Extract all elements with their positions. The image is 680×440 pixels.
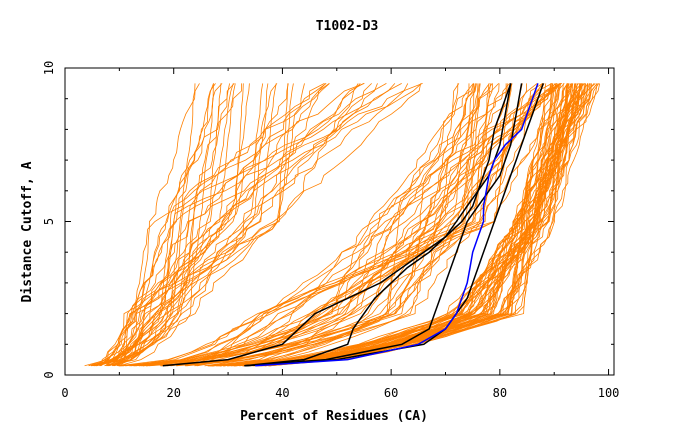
- model-curve: [100, 83, 200, 367]
- model-curve: [209, 83, 554, 367]
- model-curve: [235, 83, 561, 367]
- chart-title: T1002-D3: [316, 19, 379, 34]
- model-curve: [260, 83, 568, 367]
- highlight-series-1: [162, 83, 512, 367]
- model-curve: [88, 83, 289, 367]
- highlight-series-5: [255, 83, 539, 367]
- model-curve: [118, 83, 557, 367]
- model-curve: [109, 83, 214, 367]
- model-curve: [117, 83, 402, 366]
- model-curve: [112, 83, 327, 367]
- model-curve: [253, 83, 598, 367]
- model-curve: [120, 83, 250, 367]
- model-curve: [93, 83, 223, 367]
- x-tick-label: 80: [493, 386, 507, 400]
- model-curve: [106, 83, 294, 367]
- y-tick-label: 10: [42, 61, 56, 75]
- y-axis-label: Distance Cutoff, A: [20, 161, 35, 302]
- model-curve: [114, 83, 330, 367]
- x-tick-label: 40: [275, 386, 289, 400]
- model-curve: [94, 83, 326, 367]
- model-curve: [170, 83, 493, 367]
- model-curve: [105, 83, 216, 367]
- model-curve: [139, 83, 512, 367]
- model-curve: [258, 83, 585, 367]
- model-curve: [233, 83, 569, 367]
- model-curve: [106, 83, 264, 367]
- model-curve: [135, 83, 490, 367]
- model-curve: [142, 83, 538, 367]
- model-curve: [210, 83, 589, 367]
- x-tick-label: 60: [384, 386, 398, 400]
- model-curve: [138, 83, 553, 367]
- model-curve: [133, 83, 474, 367]
- model-curve: [231, 83, 578, 367]
- model-curve: [197, 83, 479, 367]
- model-curve: [146, 83, 510, 367]
- model-curve: [109, 83, 196, 367]
- x-axis-label: Percent of Residues (CA): [240, 409, 428, 424]
- model-curve: [117, 83, 396, 367]
- model-curve: [92, 83, 269, 367]
- model-curve: [166, 83, 474, 367]
- model-curve: [219, 83, 491, 367]
- model-curve: [145, 83, 527, 367]
- model-curve: [253, 83, 577, 367]
- model-curve: [94, 83, 365, 367]
- model-curve: [243, 83, 583, 367]
- model-curve: [122, 83, 481, 367]
- model-curve: [134, 83, 490, 367]
- model-curve: [100, 83, 244, 367]
- model-curve: [166, 83, 493, 367]
- model-curve: [140, 83, 562, 367]
- model-curve: [114, 83, 372, 367]
- model-curve: [131, 83, 545, 367]
- y-tick-label: 5: [42, 218, 56, 225]
- highlight-series-3: [244, 83, 523, 367]
- model-curve: [95, 83, 234, 367]
- model-curve: [125, 83, 561, 367]
- x-tick-label: 100: [598, 386, 620, 400]
- model-curve: [96, 83, 235, 367]
- x-tick-label: 20: [166, 386, 180, 400]
- y-tick-label: 0: [42, 371, 56, 378]
- model-curve: [204, 83, 460, 367]
- axis-ticks: 0 20 40 60 80 100 0 5 10: [42, 61, 619, 400]
- model-curve: [215, 83, 584, 367]
- model-curve: [118, 83, 561, 367]
- model-curve: [209, 83, 582, 367]
- model-curve: [211, 83, 586, 367]
- model-curve: [129, 83, 545, 367]
- model-curve: [119, 83, 289, 367]
- model-curve: [243, 83, 557, 367]
- model-curve: [207, 83, 480, 367]
- model-curve: [101, 83, 422, 366]
- model-curve: [234, 83, 592, 367]
- model-curve: [211, 83, 560, 367]
- model-curve: [104, 83, 222, 367]
- model-curve: [104, 83, 305, 367]
- model-curve: [113, 83, 378, 367]
- model-curve: [215, 83, 475, 367]
- model-curve: [95, 83, 230, 367]
- x-tick-label: 0: [61, 386, 68, 400]
- highlight-series-2: [244, 83, 512, 367]
- highlighted-models: [162, 83, 545, 367]
- model-curve: [100, 83, 359, 367]
- model-curves: [84, 83, 601, 367]
- model-curve: [253, 83, 592, 367]
- model-curve: [106, 83, 330, 367]
- model-curve: [146, 83, 499, 367]
- model-curve: [94, 83, 214, 367]
